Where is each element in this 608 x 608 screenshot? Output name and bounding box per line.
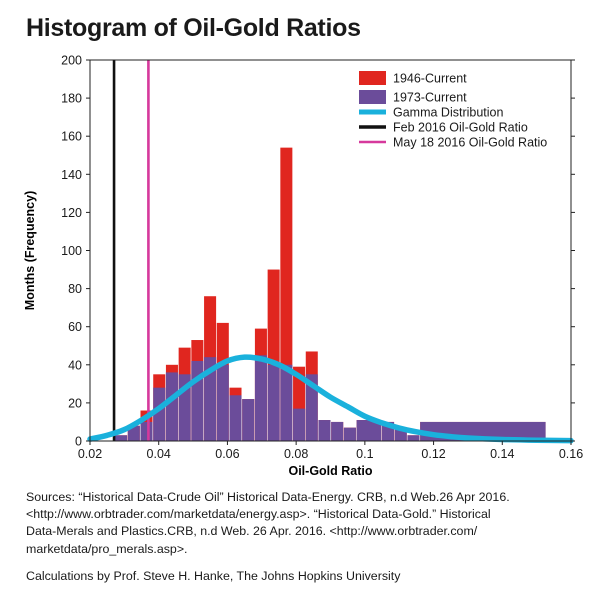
histogram-bar	[267, 364, 280, 441]
legend-swatch	[359, 71, 386, 85]
histogram-bar	[216, 364, 229, 441]
y-axis: 0 20 40 60 80 100 120 140 160 180 200	[61, 54, 575, 449]
y-tick-label: 20	[68, 396, 82, 410]
reference-lines	[112, 60, 150, 441]
x-tick-label: 0.12	[421, 447, 445, 461]
legend-label: Gamma Distribution	[393, 106, 503, 120]
sources-line: Data-Merals and Plastics.CRB, n.d Web. 2…	[26, 524, 478, 539]
histogram-bar	[293, 408, 306, 441]
histogram-bar	[153, 387, 166, 441]
legend-label: May 18 2016 Oil-Gold Ratio	[393, 136, 547, 150]
x-tick-label: 0.06	[215, 447, 239, 461]
gamma-distribution-curve	[87, 354, 574, 444]
x-tick-label: 0.02	[78, 447, 102, 461]
x-axis-label: Oil-Gold Ratio	[288, 464, 372, 478]
y-tick-label: 160	[61, 130, 82, 144]
y-tick-label: 0	[75, 435, 82, 449]
histogram-bar	[229, 395, 242, 441]
histogram-bar	[394, 429, 407, 441]
histogram-bar	[280, 364, 293, 441]
y-tick-label: 140	[61, 168, 82, 182]
sources-line: Sources: “Historical Data-Crude Oil” His…	[26, 490, 510, 504]
x-tick-label: 0.14	[490, 447, 514, 461]
chart-title: Histogram of Oil-Gold Ratios	[26, 14, 361, 42]
histogram-bar	[242, 399, 255, 441]
y-tick-label: 60	[68, 320, 82, 334]
legend-label: Feb 2016 Oil-Gold Ratio	[393, 121, 528, 135]
x-axis: 0.02 0.04 0.06 0.08 0.1 0.12 0.14 0.16	[78, 441, 583, 461]
y-tick-label: 200	[61, 54, 82, 68]
legend-label: 1973-Current	[393, 91, 467, 105]
histogram-bar	[318, 420, 331, 441]
histogram-bar	[407, 435, 420, 441]
y-tick-label: 180	[61, 92, 82, 106]
y-axis-label: Months (Frequency)	[23, 191, 37, 310]
y-tick-label: 120	[61, 206, 82, 220]
x-tick-label: 0.08	[284, 447, 308, 461]
sources-note: Sources: “Historical Data-Crude Oil” His…	[26, 489, 586, 558]
histogram-bar	[113, 435, 128, 441]
x-tick-label: 0.1	[356, 447, 373, 461]
x-tick-label: 0.16	[559, 447, 583, 461]
histogram-bar	[356, 420, 382, 441]
y-tick-label: 100	[61, 244, 82, 258]
histogram-bar	[305, 374, 318, 441]
histogram-bar	[331, 421, 344, 441]
x-tick-label: 0.04	[147, 447, 171, 461]
credit-note: Calculations by Prof. Steve H. Hanke, Th…	[26, 569, 401, 583]
histogram-bar	[127, 425, 140, 441]
histogram-bar	[140, 421, 153, 441]
legend-label: 1946-Current	[393, 72, 467, 86]
legend-swatch	[359, 90, 386, 104]
sources-line: <http://www.orbtrader.com/marketdata/ene…	[26, 507, 491, 522]
histogram-bar	[343, 427, 356, 441]
y-tick-label: 40	[68, 358, 82, 372]
histogram-bar	[165, 372, 178, 441]
sources-line: marketdata/pro_merals.asp>.	[26, 541, 188, 556]
y-tick-label: 80	[68, 282, 82, 296]
histogram-bar	[254, 355, 267, 441]
histogram-bar	[204, 357, 217, 441]
